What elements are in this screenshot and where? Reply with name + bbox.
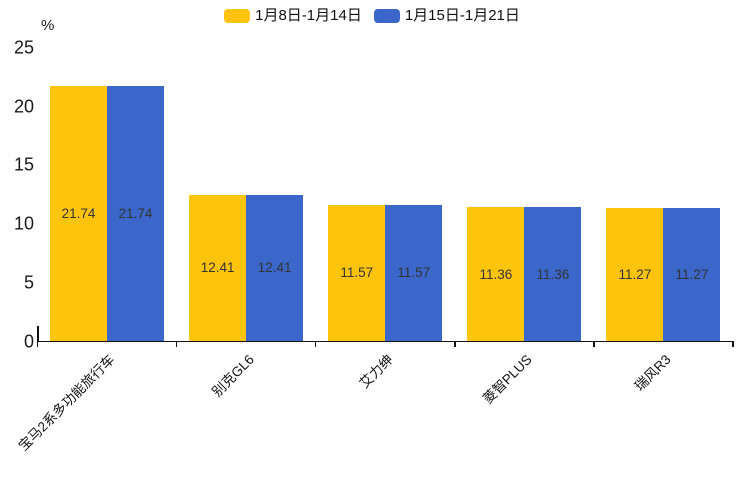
legend-item-series-1[interactable]: 1月15日-1月21日 [373, 6, 520, 26]
legend-item-series-0[interactable]: 1月8日-1月14日 [224, 6, 362, 26]
y-tick-label: 5 [23, 272, 34, 293]
y-tick-label: 10 [13, 213, 34, 234]
bar-value-label: 11.27 [675, 267, 709, 283]
x-category-label: 艾力绅 [356, 351, 396, 392]
x-category-label: 宝马2系多功能旅行车 [15, 351, 118, 454]
bar-value-label: 11.57 [340, 265, 374, 281]
y-axis-line-stub [37, 325, 39, 342]
y-tick-label: 0 [23, 331, 34, 351]
bar-value-label: 12.41 [257, 260, 292, 276]
x-category-label: 瑞风R3 [631, 351, 674, 394]
bar-week1-cat1: 12.41 [189, 195, 247, 341]
bar-week2-cat4: 11.27 [663, 208, 721, 341]
x-axis-tick [454, 341, 456, 347]
x-axis-tick [732, 341, 734, 347]
x-category-label: 别克GL6 [208, 351, 257, 400]
bar-week2-cat3: 11.36 [524, 207, 582, 341]
legend-label: 1月8日-1月14日 [255, 7, 362, 24]
bar-week2-cat1: 12.41 [246, 195, 304, 341]
legend-label: 1月15日-1月21日 [404, 7, 520, 24]
y-tick-label: 15 [13, 154, 34, 175]
legend-swatch-icon [224, 9, 251, 23]
bar-week2-cat0: 21.74 [107, 85, 165, 341]
x-axis-tick [593, 341, 595, 347]
bar-value-label: 11.36 [536, 266, 570, 282]
bar-value-label: 21.74 [61, 205, 96, 221]
x-category-label: 菱智PLUS [480, 351, 535, 407]
bar-value-label: 11.57 [397, 265, 431, 281]
bar-week1-cat2: 11.57 [328, 204, 386, 341]
y-tick-label: 25 [13, 37, 34, 58]
bar-week1-cat3: 11.36 [467, 207, 525, 341]
bar-value-label: 11.27 [618, 267, 652, 283]
x-axis-tick [175, 341, 178, 347]
bar-value-label: 11.36 [479, 266, 513, 282]
x-axis-line [37, 340, 734, 343]
bar-value-label: 21.74 [118, 205, 153, 221]
legend: 1月8日-1月14日 1月15日-1月21日 [0, 6, 744, 26]
y-axis-unit-label: % [41, 17, 55, 34]
bar-week1-cat4: 11.27 [606, 208, 664, 341]
y-tick-label: 20 [13, 96, 34, 117]
bar-week2-cat2: 11.57 [385, 204, 443, 341]
legend-swatch-icon [373, 9, 400, 23]
x-axis-tick [314, 341, 317, 347]
x-axis-tick [36, 341, 39, 347]
bar-value-label: 12.41 [200, 260, 235, 276]
bar-week1-cat0: 21.74 [50, 85, 108, 341]
